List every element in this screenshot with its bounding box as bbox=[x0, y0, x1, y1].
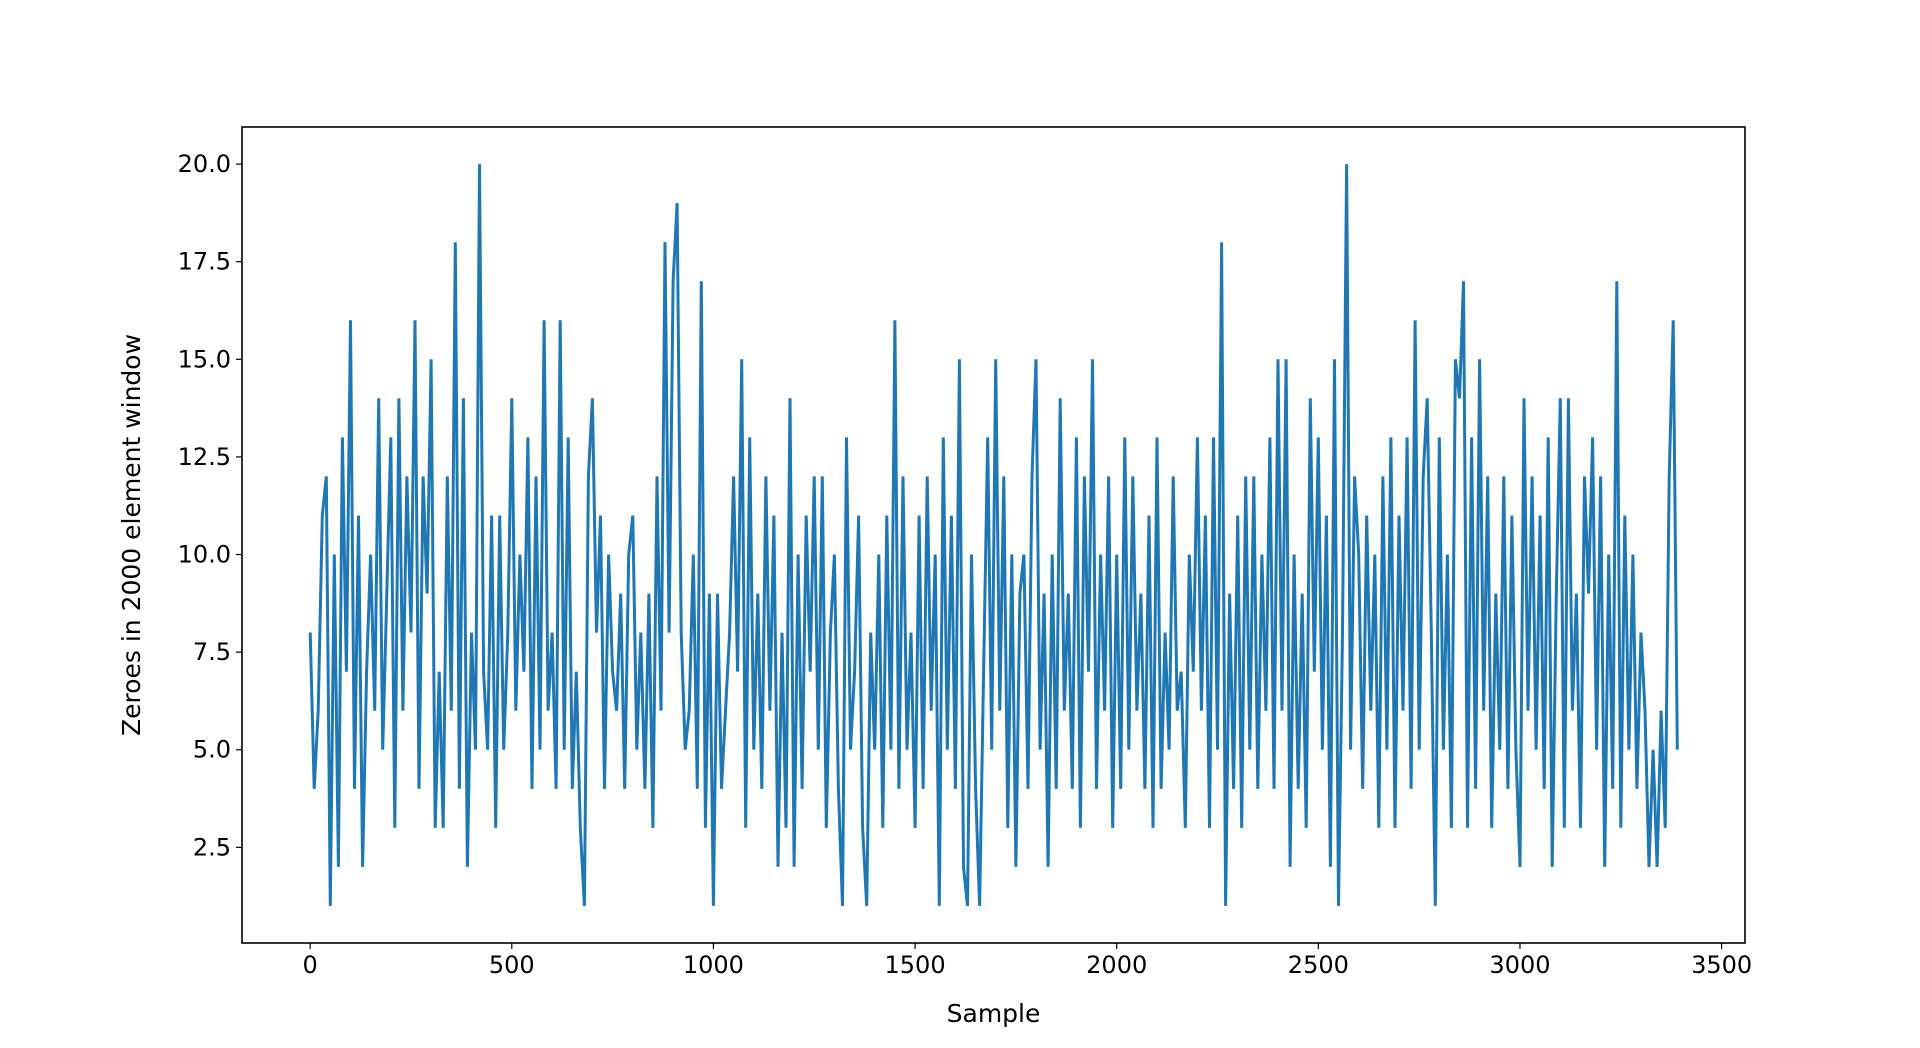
y-tick-label: 20.0 bbox=[178, 150, 231, 178]
x-tick-label: 0 bbox=[303, 951, 318, 979]
axes-frame bbox=[241, 126, 1746, 944]
x-axis: 0 500 1000 1500 2000 2500 3000 3500 bbox=[303, 943, 1752, 979]
y-tick-label: 10.0 bbox=[178, 541, 231, 569]
y-tick-label: 15.0 bbox=[178, 345, 231, 373]
y-tick-label: 2.5 bbox=[193, 833, 231, 861]
y-axis: 2.5 5.0 7.5 10.0 12.5 15.0 17.5 20.0 bbox=[178, 150, 242, 861]
x-tick-label: 1500 bbox=[885, 951, 946, 979]
x-tick-label: 2500 bbox=[1288, 951, 1349, 979]
y-axis-label: Zeroes in 2000 element window bbox=[117, 334, 146, 736]
series-line-0 bbox=[308, 164, 1679, 907]
plot-area bbox=[308, 164, 1679, 907]
y-tick-label: 12.5 bbox=[178, 443, 231, 471]
x-tick-label: 2000 bbox=[1086, 951, 1147, 979]
x-tick-label: 1000 bbox=[683, 951, 744, 979]
y-tick-label: 7.5 bbox=[193, 638, 231, 666]
x-tick-label: 3500 bbox=[1691, 951, 1752, 979]
y-tick-label: 17.5 bbox=[178, 248, 231, 276]
x-tick-label: 3000 bbox=[1489, 951, 1550, 979]
x-tick-label: 500 bbox=[489, 951, 535, 979]
x-axis-label: Sample bbox=[947, 999, 1041, 1028]
y-tick-label: 5.0 bbox=[193, 736, 231, 764]
